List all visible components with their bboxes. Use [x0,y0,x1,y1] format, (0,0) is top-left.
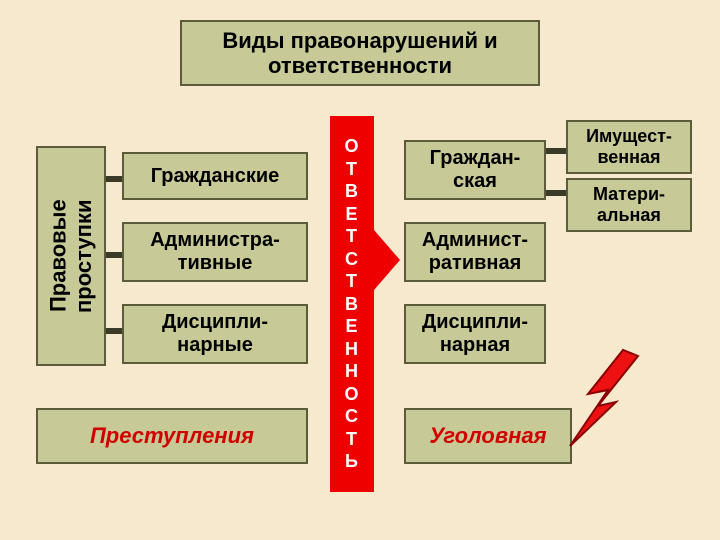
banner-letter: Т [346,225,358,248]
right-item-1: Граждан- ская [404,140,546,200]
banner-letter: Е [345,203,358,226]
banner-letter: Т [346,270,358,293]
connector-left-1 [106,176,122,182]
far-right-item-1: Имущест- венная [566,120,692,174]
title-text: Виды правонарушений и ответственности [182,28,538,79]
left-category-text: Правовые проступки [46,148,97,364]
banner-letter: Н [345,360,359,383]
banner-letter: В [345,180,359,203]
left-item-1-text: Гражданские [151,165,280,188]
connector-left-2 [106,252,122,258]
right-item-3: Дисципли- нарная [404,304,546,364]
banner-letter: Е [345,315,358,338]
banner-letter: В [345,293,359,316]
left-bottom-box: Преступления [36,408,308,464]
right-item-2: Админист- ративная [404,222,546,282]
title-box: Виды правонарушений и ответственности [180,20,540,86]
banner-arrow [374,230,400,290]
banner-letter: С [345,248,359,271]
right-bottom-text: Уголовная [429,423,546,448]
right-item-1-text: Граждан- ская [430,147,521,193]
connector-left-3 [106,328,122,334]
center-banner: ОТВЕТСТВЕННОСТЬ [330,116,374,492]
banner-letter: Ь [345,450,359,473]
far-right-item-1-text: Имущест- венная [586,126,672,167]
connector-right-2 [546,190,566,196]
right-item-3-text: Дисципли- нарная [422,311,528,357]
far-right-item-2-text: Матери- альная [593,184,665,225]
banner-letter: С [345,405,359,428]
connector-right-1 [546,148,566,154]
banner-letter: Т [346,428,358,451]
left-item-2-text: Администра- тивные [150,229,280,275]
left-item-3-text: Дисципли- нарные [162,311,268,357]
left-category-box: Правовые проступки [36,146,106,366]
left-item-1: Гражданские [122,152,308,200]
right-bottom-box: Уголовная [404,408,572,464]
right-item-2-text: Админист- ративная [422,229,528,275]
left-item-3: Дисципли- нарные [122,304,308,364]
left-bottom-text: Преступления [90,423,254,448]
far-right-item-2: Матери- альная [566,178,692,232]
left-item-2: Администра- тивные [122,222,308,282]
banner-letter: О [344,135,359,158]
banner-letter: О [344,383,359,406]
banner-letter: Т [346,158,358,181]
banner-letter: Н [345,338,359,361]
